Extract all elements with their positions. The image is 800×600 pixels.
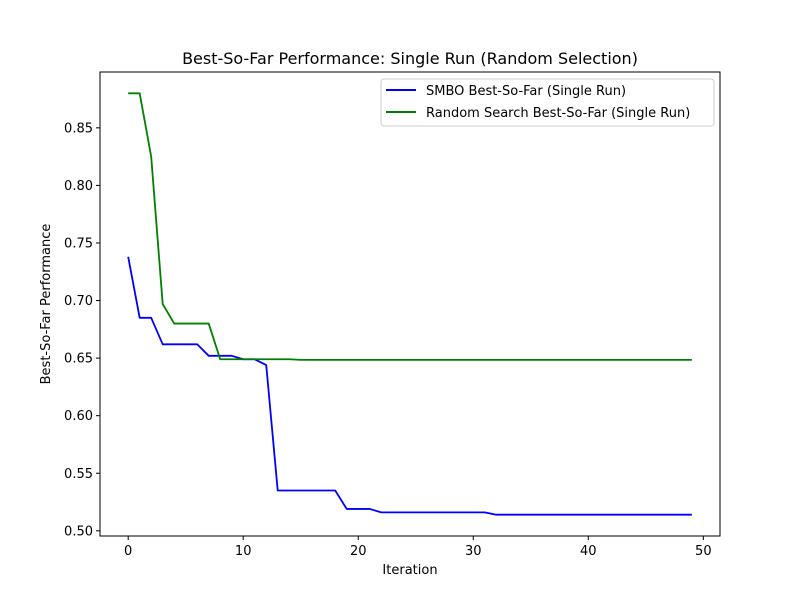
x-tick-label: 30 — [465, 544, 482, 559]
y-axis: 0.50 0.55 0.60 0.65 0.70 0.75 0.80 0.85 — [64, 121, 100, 539]
x-axis-title: Iteration — [382, 563, 437, 578]
y-tick-label: 0.80 — [64, 179, 93, 194]
legend-label-random: Random Search Best-So-Far (Single Run) — [426, 106, 690, 121]
x-tick-label: 0 — [124, 544, 132, 559]
series-line-1 — [128, 92, 692, 361]
legend-label-smbo: SMBO Best-So-Far (Single Run) — [426, 84, 626, 99]
y-tick-label: 0.50 — [64, 524, 93, 539]
y-tick-label: 0.85 — [64, 121, 93, 136]
legend: SMBO Best-So-Far (Single Run) Random Sea… — [380, 78, 715, 127]
x-tick-label: 10 — [235, 544, 252, 559]
plot-lines — [127, 92, 692, 516]
y-tick-label: 0.65 — [64, 352, 93, 367]
x-axis: 0 10 20 30 40 50 — [124, 536, 712, 559]
plot-frame — [99, 71, 721, 537]
x-tick-label: 40 — [580, 544, 597, 559]
y-tick-label: 0.55 — [64, 467, 93, 482]
chart-title: Best-So-Far Performance: Single Run (Ran… — [182, 49, 638, 68]
y-axis-title: Best-So-Far Performance — [39, 224, 54, 385]
x-tick-label: 20 — [350, 544, 367, 559]
y-tick-label: 0.75 — [64, 236, 93, 251]
legend-box — [380, 78, 715, 127]
series-line-0 — [127, 256, 692, 516]
y-tick-label: 0.60 — [64, 409, 93, 424]
x-tick-label: 50 — [695, 544, 712, 559]
y-tick-label: 0.70 — [64, 294, 93, 309]
